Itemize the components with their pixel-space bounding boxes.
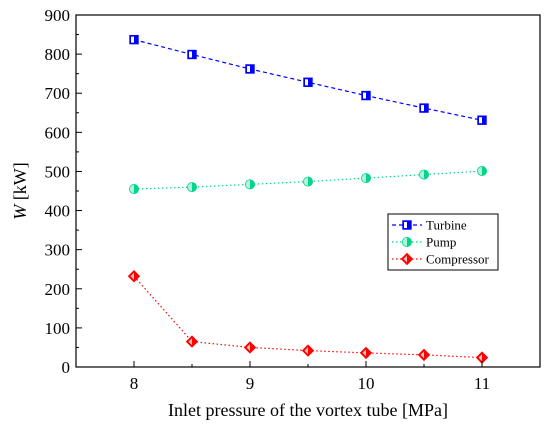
y-axis-title: W [kW] — [10, 162, 30, 219]
plot-area — [127, 34, 489, 364]
compressor-point-highlight — [478, 354, 482, 362]
plot-frame — [75, 14, 541, 368]
turbine-point-highlight — [421, 105, 424, 112]
x-tick-label: 10 — [358, 374, 375, 393]
y-tick-label: 700 — [45, 84, 71, 103]
series-turbine — [129, 34, 487, 125]
y-tick-label: 200 — [45, 280, 71, 299]
compressor-point-highlight — [130, 272, 134, 280]
legend: Turbine Pump Compressor — [387, 213, 499, 271]
turbine-point-highlight — [305, 79, 308, 86]
turbine-point-highlight — [247, 65, 250, 72]
pump-point-highlight — [419, 170, 424, 179]
pump-point-highlight — [303, 177, 308, 186]
compressor-point-highlight — [246, 343, 250, 351]
y-tick-label: 900 — [45, 6, 71, 25]
pump-point-highlight — [245, 180, 250, 189]
legend-marker-turbine-highlight — [404, 222, 407, 228]
y-tick-label: 400 — [45, 202, 71, 221]
series-pump — [129, 166, 487, 195]
series-compressor — [127, 270, 489, 364]
legend-marker-pump-highlight — [402, 237, 407, 247]
compressor-point-highlight — [420, 351, 424, 359]
legend-marker-compressor-highlight — [403, 255, 407, 263]
x-axis-title: Inlet pressure of the vortex tube [MPa] — [168, 400, 448, 420]
y-tick-label: 300 — [45, 241, 71, 260]
y-tick-label: 0 — [62, 358, 71, 377]
legend-label-turbine: Turbine — [426, 218, 467, 233]
turbine-point-highlight — [131, 36, 134, 43]
pump-point-highlight — [361, 173, 366, 183]
pump-point-highlight — [129, 184, 134, 194]
x-tick-label: 9 — [246, 374, 255, 393]
compressor-point-highlight — [304, 347, 308, 355]
x-tick-label: 11 — [474, 374, 490, 393]
legend-label-pump: Pump — [426, 235, 456, 250]
y-axis-title-symbol: W — [10, 203, 30, 220]
turbine-point-highlight — [189, 51, 192, 58]
x-tick-label: 8 — [130, 374, 139, 393]
compressor-point-highlight — [188, 338, 192, 346]
turbine-point-highlight — [363, 92, 366, 99]
axes: 8 9 10 11 0 100 200 300 400 500 600 700 800 900 — [45, 6, 541, 393]
y-tick-label: 800 — [45, 45, 71, 64]
legend-label-compressor: Compressor — [426, 252, 490, 267]
y-tick-label: 500 — [45, 162, 71, 181]
compressor-point-highlight — [362, 349, 366, 357]
y-axis-title-unit: [kW] — [10, 162, 30, 204]
y-tick-label: 600 — [45, 123, 71, 142]
y-tick-label: 100 — [45, 319, 71, 338]
pump-point-highlight — [187, 182, 192, 192]
pump-point-highlight — [477, 166, 482, 176]
turbine-point-highlight — [479, 117, 482, 124]
